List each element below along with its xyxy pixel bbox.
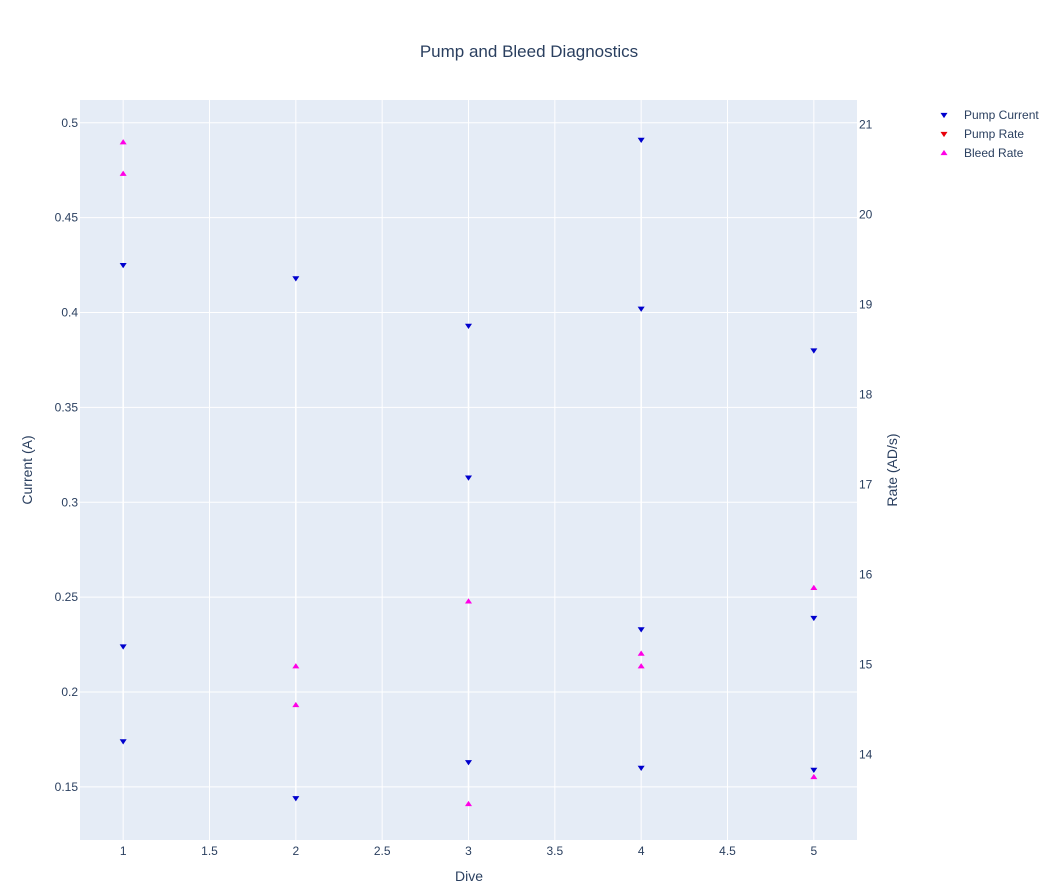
left-y-tick-label: 0.3 — [61, 495, 78, 509]
pump-current-point[interactable] — [465, 323, 472, 329]
pump-current-point[interactable] — [637, 137, 645, 143]
right-y-tick-label: 19 — [859, 297, 873, 311]
legend-marker-bleed-rate — [940, 149, 948, 156]
pump-current-point[interactable] — [292, 276, 300, 282]
left-y-tick-label: 0.2 — [61, 685, 78, 699]
pump-current-point[interactable] — [465, 760, 472, 766]
left-y-tick-labels: 0.15 0.2 0.25 0.3 0.35 0.4 0.45 0.5 — [55, 116, 79, 794]
legend-marker-pump-current — [940, 112, 948, 119]
legend-label-pump-rate[interactable]: Pump Rate — [964, 127, 1024, 141]
x-tick-label: 3 — [465, 844, 472, 858]
right-y-tick-label: 18 — [859, 387, 873, 401]
bleed-rate-point[interactable] — [292, 663, 300, 669]
bleed-rate-point[interactable] — [810, 773, 818, 780]
bleed-rate-point[interactable] — [119, 170, 127, 176]
x-tick-label: 2.5 — [374, 844, 391, 858]
chart-title: Pump and Bleed Diagnostics — [420, 42, 638, 61]
bleed-rate-point[interactable] — [637, 663, 645, 669]
right-y-axis-title: Rate (AD/s) — [884, 433, 900, 506]
right-y-tick-label: 16 — [859, 567, 873, 581]
pump-current-point[interactable] — [810, 767, 818, 773]
right-y-tick-label: 21 — [859, 117, 873, 131]
bleed-rate-point[interactable] — [637, 650, 645, 656]
left-y-tick-label: 0.4 — [61, 306, 78, 320]
right-y-tick-label: 14 — [859, 747, 873, 761]
pump-current-point[interactable] — [810, 615, 818, 622]
x-tick-label: 4.5 — [719, 844, 736, 858]
x-tick-labels: 1 1.5 2 2.5 3 3.5 4 4.5 5 — [120, 844, 818, 858]
left-y-tick-label: 0.45 — [55, 211, 79, 225]
pump-current-point[interactable] — [119, 262, 127, 269]
x-tick-label: 1 — [120, 844, 127, 858]
x-tick-label: 5 — [810, 844, 817, 858]
pump-current-point[interactable] — [637, 765, 645, 772]
series-markers — [119, 137, 818, 807]
right-y-tick-label: 20 — [859, 207, 873, 221]
x-tick-label: 2 — [292, 844, 299, 858]
x-tick-label: 1.5 — [201, 844, 218, 858]
left-y-tick-label: 0.25 — [55, 590, 79, 604]
legend-marker-pump-rate — [940, 131, 948, 138]
right-y-tick-labels: 14 15 16 17 18 19 20 21 — [859, 117, 873, 761]
left-y-axis-title: Current (A) — [19, 435, 35, 504]
x-axis-title: Dive — [455, 868, 483, 884]
bleed-rate-point[interactable] — [810, 584, 818, 591]
right-y-tick-label: 17 — [859, 477, 873, 491]
pump-current-point[interactable] — [292, 796, 300, 802]
bleed-rate-point[interactable] — [292, 701, 300, 708]
pump-current-point[interactable] — [119, 739, 127, 745]
pump-current-point[interactable] — [119, 644, 127, 650]
pump-current-point[interactable] — [810, 348, 818, 354]
legend[interactable]: Pump Current Pump Rate Bleed Rate — [940, 108, 1040, 160]
legend-label-pump-current[interactable]: Pump Current — [964, 108, 1039, 122]
series-stems — [122, 139, 815, 804]
x-tick-label: 3.5 — [546, 844, 563, 858]
bleed-rate-point[interactable] — [465, 598, 472, 604]
bleed-rate-point[interactable] — [465, 800, 472, 807]
left-y-tick-label: 0.35 — [55, 400, 79, 414]
bleed-rate-point[interactable] — [119, 139, 127, 145]
left-y-tick-label: 0.15 — [55, 780, 79, 794]
x-tick-label: 4 — [638, 844, 645, 858]
left-y-tick-label: 0.5 — [61, 116, 78, 130]
pump-current-point[interactable] — [465, 475, 472, 481]
pump-current-point[interactable] — [637, 627, 645, 633]
right-y-tick-label: 15 — [859, 657, 873, 671]
legend-label-bleed-rate[interactable]: Bleed Rate — [964, 146, 1024, 160]
pump-current-point[interactable] — [637, 306, 645, 312]
